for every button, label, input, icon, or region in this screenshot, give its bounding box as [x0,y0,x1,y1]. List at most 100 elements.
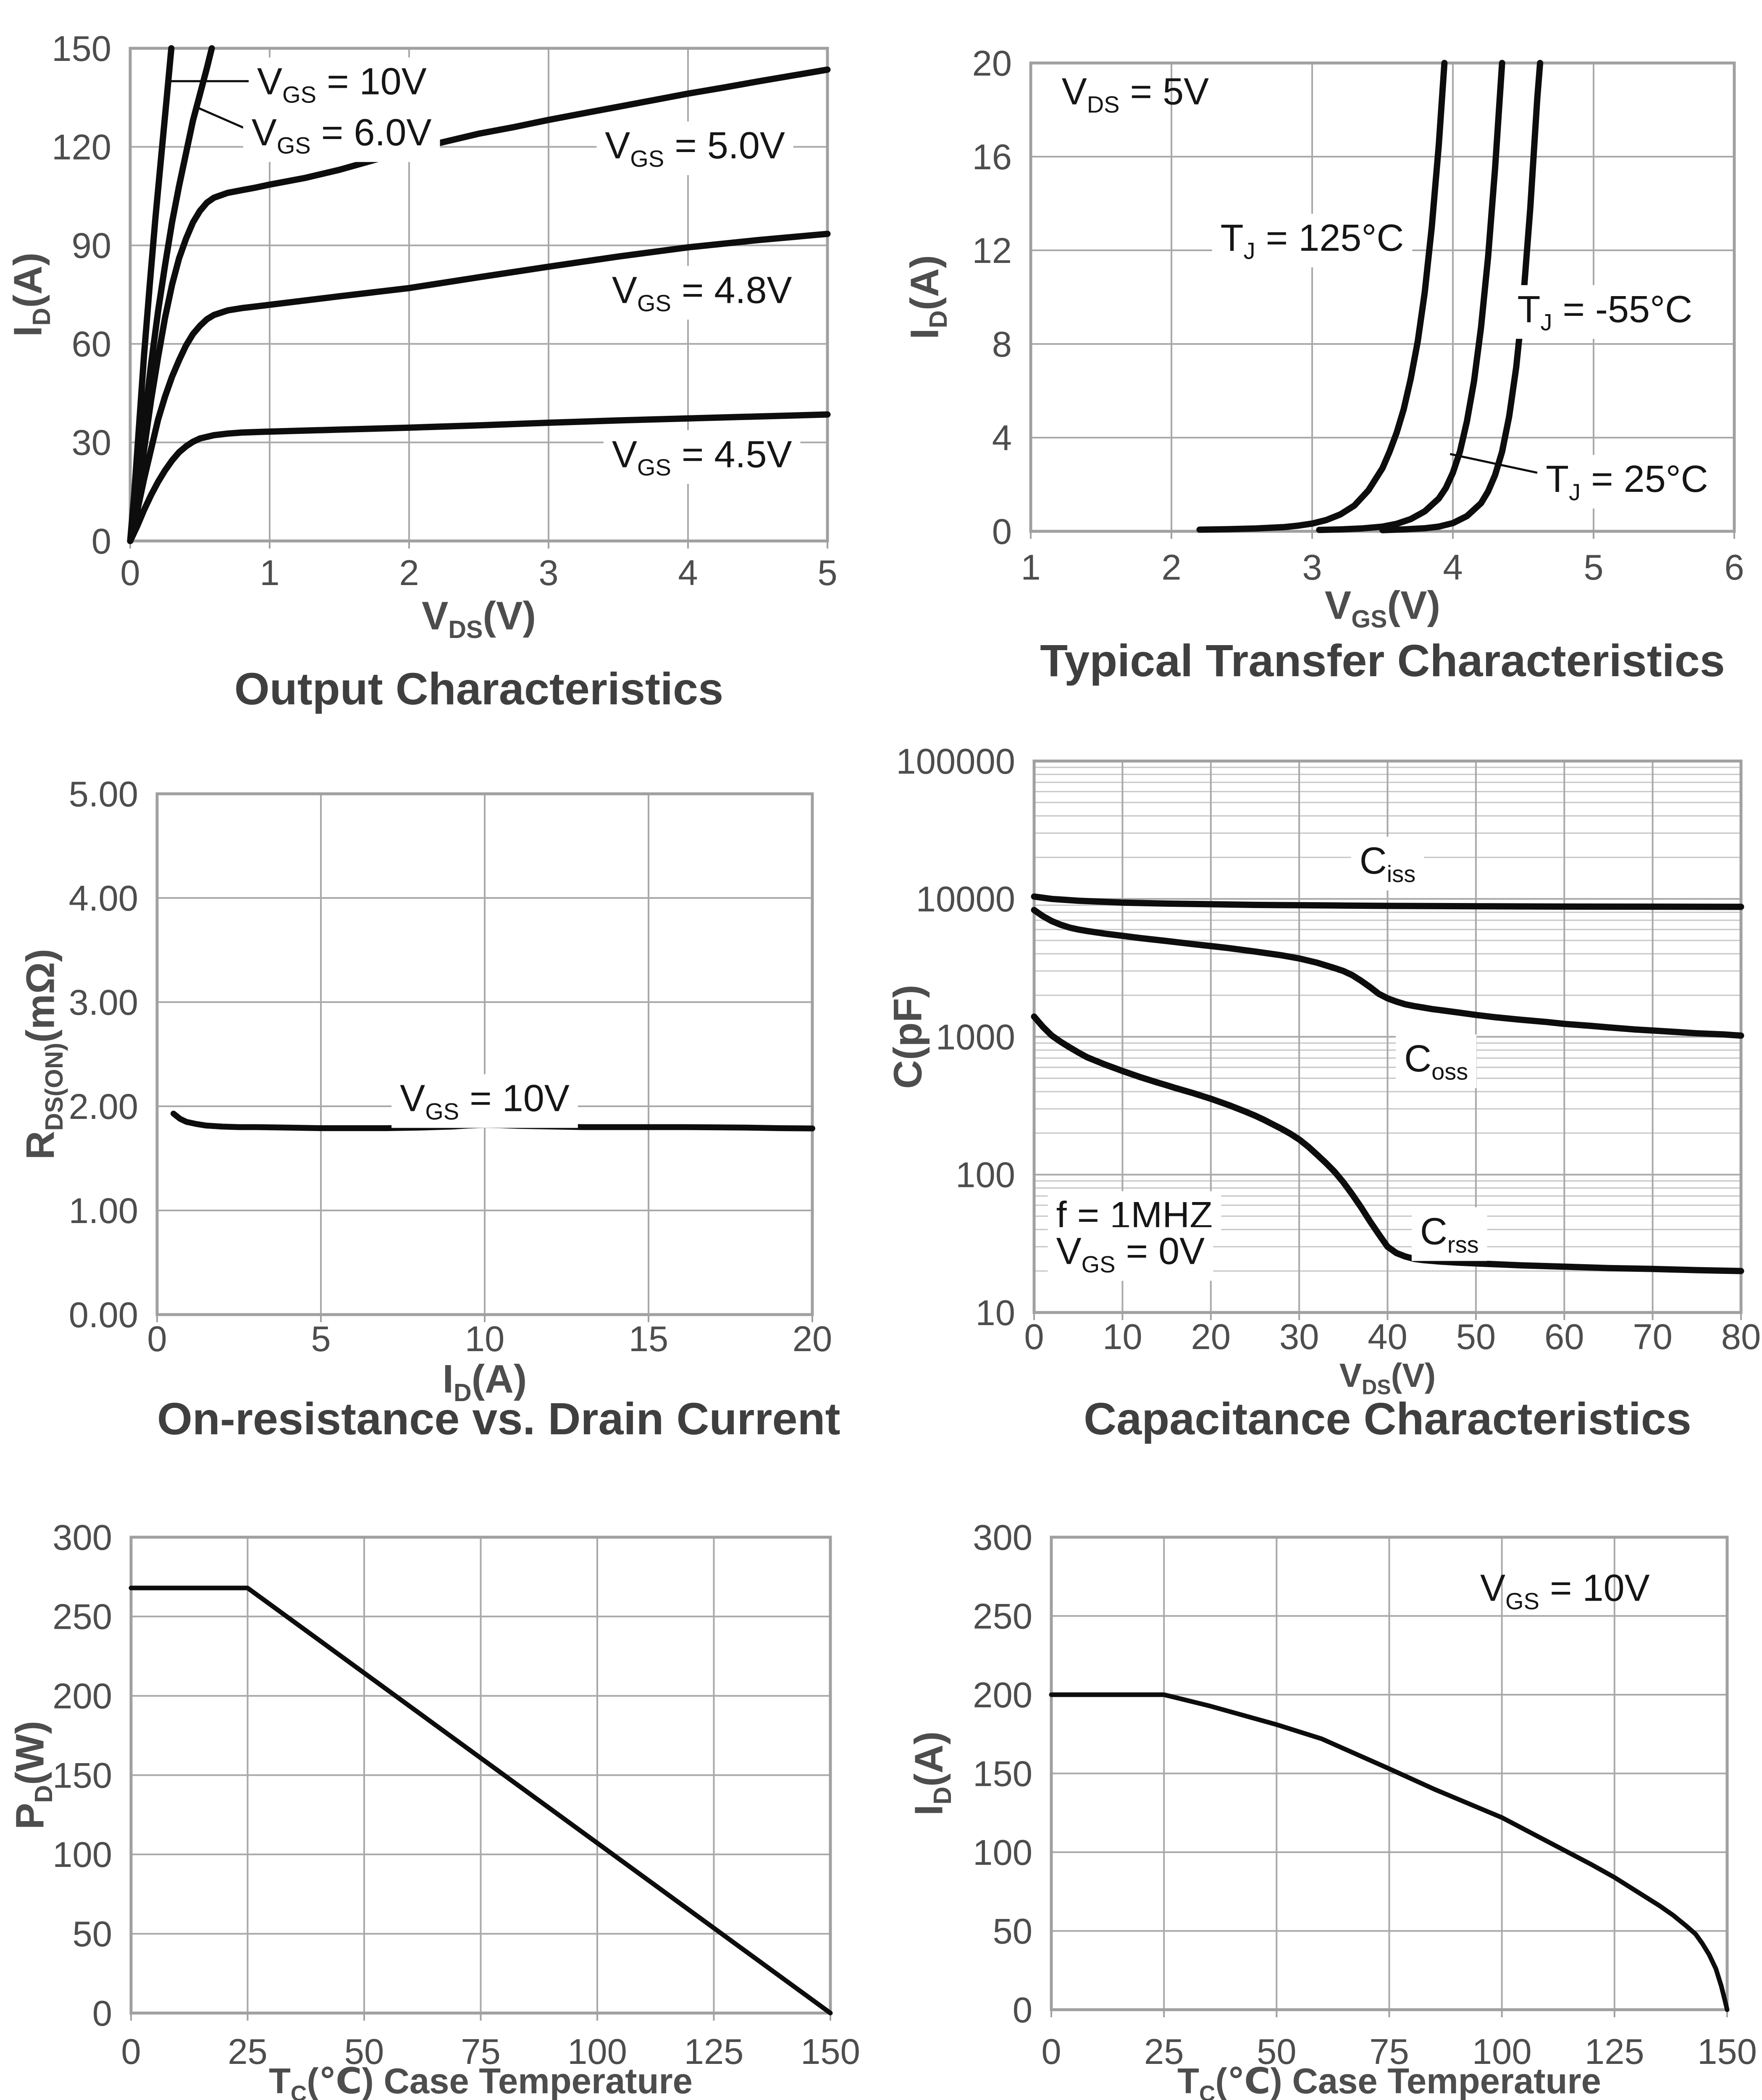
svg-text:0: 0 [121,2032,141,2072]
svg-text:Crss: Crss [1420,1210,1479,1257]
svg-text:3.00: 3.00 [69,983,138,1023]
svg-text:0: 0 [120,553,140,593]
svg-text:VGS = 6.0V: VGS = 6.0V [252,112,432,159]
chart-power-de-rating: 0 25 50 75 100 125 150 0 50 100 150 200 250 300 TC(℃) … [0,1463,881,2100]
svg-text:1000: 1000 [936,1017,1015,1057]
svg-text:250: 250 [53,1597,112,1637]
svg-text:4: 4 [678,553,698,593]
svg-text:Ciss: Ciss [1360,840,1415,887]
svg-text:300: 300 [53,1518,112,1558]
svg-text:50: 50 [1257,2032,1297,2072]
svg-text:PD(W): PD(W) [8,1721,58,1830]
typical-transfer-characteristics-plot: VDS = 5V TJ = 125°C TJ = -55°C TJ = 25°C 1 2 3… [902,44,1744,633]
svg-text:30: 30 [71,423,111,463]
svg-text:2.00: 2.00 [69,1087,138,1127]
svg-text:4: 4 [1443,548,1463,588]
svg-text:16: 16 [972,137,1012,177]
svg-text:25: 25 [228,2032,268,2072]
svg-text:0: 0 [1013,1990,1032,2030]
svg-text:0: 0 [147,1319,167,1359]
svg-text:TJ = 25°C: TJ = 25°C [1546,458,1708,505]
svg-text:150: 150 [52,29,111,69]
chart-output-characteristics: VGS = 10V VGS = 6.0V VGS = 5.0V VGS = 4.8V V… [0,0,881,732]
svg-text:VGS = 10V: VGS = 10V [1480,1567,1650,1614]
chart-capacitance-characteristics: Ciss Coss Crss f = 1MHZ VGS = 0V 0 10 20 30 40 50 6… [881,732,1762,1463]
svg-text:100000: 100000 [896,742,1015,782]
svg-text:75: 75 [1369,2032,1409,2072]
svg-text:VDS(V): VDS(V) [422,593,536,643]
svg-text:10: 10 [1103,1317,1142,1357]
svg-text:1.00: 1.00 [69,1191,138,1231]
svg-text:5: 5 [1583,548,1603,588]
svg-text:120: 120 [52,127,111,167]
chart-on-resistance-vs-drain-current: VGS = 10V 0 5 10 15 20 0.00 1.00 2.00 3.00 4.00 5.0… [0,732,881,1463]
svg-text:50: 50 [344,2032,384,2072]
svg-text:0: 0 [92,522,111,562]
svg-text:20: 20 [1191,1317,1231,1357]
svg-text:50: 50 [72,1914,112,1954]
svg-text:25: 25 [1144,2032,1184,2072]
svg-text:200: 200 [53,1676,112,1716]
svg-text:100: 100 [567,2032,627,2072]
svg-text:60: 60 [71,325,111,365]
svg-text:0: 0 [1041,2032,1061,2072]
svg-text:0.00: 0.00 [69,1295,138,1335]
svg-text:TJ = 125°C: TJ = 125°C [1221,217,1404,264]
on-resistance-vs-drain-current-plot: VGS = 10V 0 5 10 15 20 0.00 1.00 2.00 3.00 4.00 5.0… [18,774,832,1407]
svg-text:75: 75 [461,2032,501,2072]
svg-text:VDS(V): VDS(V) [1339,1357,1436,1399]
power-de-rating-plot: 0 25 50 75 100 125 150 0 50 100 150 200 250 300 TC(℃) … [8,1518,860,2100]
svg-text:1: 1 [1021,548,1040,588]
svg-text:C(pF): C(pF) [885,985,930,1089]
svg-text:40: 40 [1368,1317,1407,1357]
svg-text:125: 125 [684,2032,744,2072]
svg-text:TJ = -55°C: TJ = -55°C [1517,289,1692,336]
chart-typical-transfer-characteristics: VDS = 5V TJ = 125°C TJ = -55°C TJ = 25°C 1 2 3… [881,0,1762,732]
svg-text:1: 1 [260,553,279,593]
svg-text:VGS = 0V: VGS = 0V [1056,1231,1205,1278]
svg-text:0: 0 [92,1994,112,2034]
svg-text:ID(A): ID(A) [902,255,952,339]
chart-current-de-rating: VGS = 10V 0 25 50 75 100 125 150 0 50 100 150 200 250… [881,1463,1762,2100]
svg-text:100: 100 [956,1155,1015,1195]
svg-text:VGS = 4.8V: VGS = 4.8V [612,269,792,316]
svg-text:250: 250 [973,1596,1032,1636]
chart-title-output-characteristics: Output Characteristics [234,663,724,714]
svg-text:VDS = 5V: VDS = 5V [1062,71,1209,118]
svg-text:VGS = 10V: VGS = 10V [400,1078,570,1125]
svg-text:100: 100 [1472,2032,1532,2072]
svg-text:0: 0 [992,512,1012,552]
svg-text:150: 150 [801,2032,860,2072]
svg-text:30: 30 [1279,1317,1319,1357]
svg-text:100: 100 [973,1833,1032,1873]
svg-text:VGS = 4.5V: VGS = 4.5V [612,433,792,480]
svg-text:12: 12 [972,231,1012,271]
svg-text:10000: 10000 [916,879,1015,919]
svg-text:3: 3 [1302,548,1322,588]
chart-title-on-resistance-vs-drain-current: On-resistance vs. Drain Current [157,1393,840,1444]
svg-text:5.00: 5.00 [69,774,138,814]
chart-title-typical-transfer-characteristics: Typical Transfer Characteristics [1040,635,1725,686]
svg-text:Coss: Coss [1404,1038,1468,1085]
svg-text:15: 15 [629,1319,669,1359]
svg-text:50: 50 [993,1911,1032,1951]
svg-text:0: 0 [1024,1317,1044,1357]
svg-text:125: 125 [1585,2032,1644,2072]
svg-text:VGS(V): VGS(V) [1325,583,1440,633]
svg-text:ID(A): ID(A) [443,1357,527,1407]
svg-text:200: 200 [973,1675,1032,1715]
svg-text:60: 60 [1544,1317,1584,1357]
svg-text:ID(A): ID(A) [906,1731,956,1816]
svg-text:70: 70 [1633,1317,1673,1357]
svg-text:100: 100 [53,1835,112,1875]
svg-text:10: 10 [465,1319,505,1359]
svg-text:5: 5 [311,1319,331,1359]
svg-text:8: 8 [992,325,1012,365]
svg-text:90: 90 [71,226,111,266]
svg-text:RDS(ON)(mΩ): RDS(ON)(mΩ) [18,949,68,1160]
svg-text:150: 150 [1697,2032,1757,2072]
svg-text:150: 150 [53,1756,112,1796]
